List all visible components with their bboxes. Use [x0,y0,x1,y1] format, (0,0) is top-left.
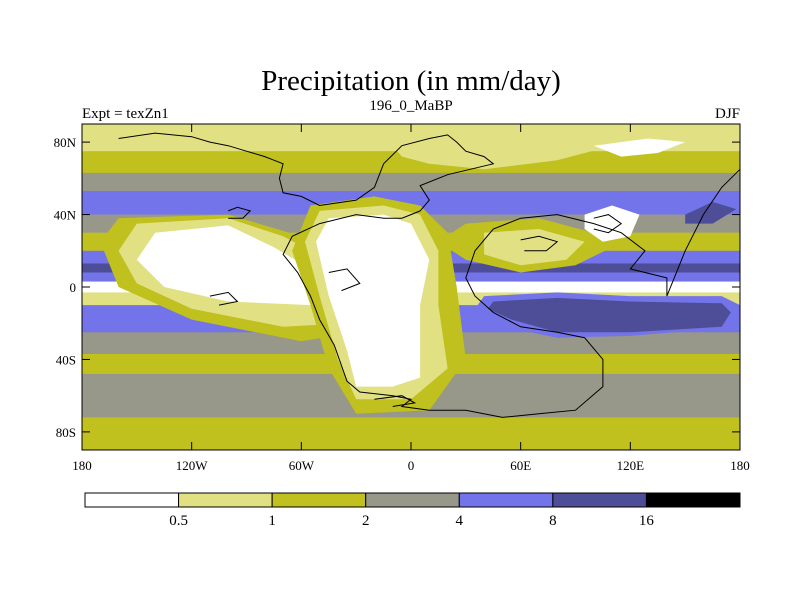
lat-tick-label-1: 40N [54,208,77,223]
coastline-0 [118,132,740,418]
colorbar-label-2: 2 [362,513,370,529]
continent-outline [118,132,740,418]
coastline-3 [328,268,361,292]
lat-tick-label-0: 80N [54,135,77,150]
precip-region-13 [593,138,686,157]
lon-tick-label-3: 0 [408,458,415,473]
colorbar-label-1: 1 [268,513,276,529]
lat-tick-label-3: 40S [56,352,76,367]
coastline-4 [209,291,239,306]
colorbar-label-5: 16 [639,513,655,529]
season-label: DJF [715,106,740,122]
precip-region-10 [392,133,613,170]
colorbar-swatch-1 [178,492,273,508]
colorbar-label-4: 8 [549,513,557,529]
lat-tick-label-2: 0 [70,280,77,295]
precip-region-5 [316,214,430,387]
precip-band-1 [82,151,740,174]
coastline-6 [374,395,417,407]
precip-region-7 [487,297,731,333]
latitude-axis: 80N 40N 0 40S 80S [54,135,740,440]
lon-tick-label-5: 120E [617,458,645,473]
colorbar-swatch-4 [458,492,554,508]
precipitation-contour-map [82,124,740,450]
coastline-2 [520,235,559,252]
colorbar-swatch-3 [365,492,460,508]
colorbar: 0.5 1 2 4 8 16 [84,492,741,529]
precip-band-2 [82,172,740,192]
coastline-5 [593,214,623,234]
colorbar-swatch-5 [552,492,647,508]
figure-title: Precipitation (in mm/day) [261,65,561,97]
precip-region-12 [685,201,737,224]
experiment-label: Expt = texZn1 [82,106,169,122]
lon-tick-label-4: 60E [510,458,531,473]
longitude-axis: 180 120W 60W 0 60E 120E 180 [72,124,750,473]
colorbar-label-0: 0.5 [169,513,188,529]
lon-tick-label-6: 180 [730,458,750,473]
colorbar-swatch-0 [84,492,180,508]
lon-tick-label-2: 60W [289,458,315,473]
precip-region-11 [584,205,640,242]
colorbar-label-3: 4 [456,513,464,529]
precip-region-9 [484,229,585,266]
period-label: 196_0_MaBP [369,98,452,114]
lon-tick-label-0: 180 [72,458,92,473]
colorbar-swatch-2 [271,492,367,508]
coastline-1 [228,206,252,219]
lon-tick-label-1: 120W [176,458,209,473]
precip-region-2 [136,225,338,306]
lat-tick-label-4: 80S [56,425,76,440]
colorbar-swatch-6 [645,492,741,508]
